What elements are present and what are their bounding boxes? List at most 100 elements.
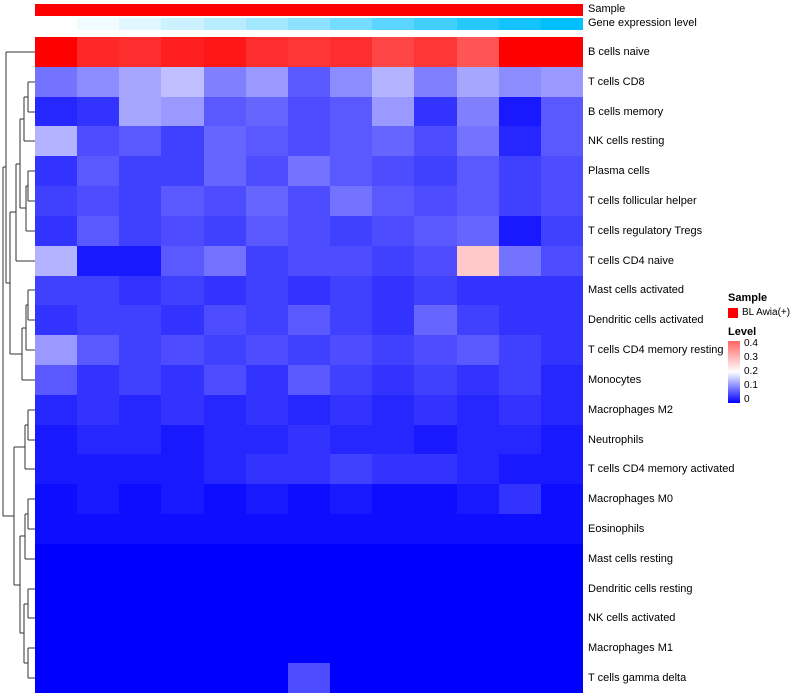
heatmap-cell (245, 156, 288, 187)
heatmap-cell (119, 96, 162, 127)
gene-expression-cell (456, 18, 499, 30)
heatmap-cell (498, 454, 541, 485)
heatmap-cell (287, 365, 331, 395)
heatmap-cell (540, 365, 583, 395)
heatmap-cell (287, 335, 331, 365)
heatmap-cell (161, 96, 204, 127)
heatmap-cell (414, 156, 457, 187)
heatmap-cell (35, 305, 78, 336)
heatmap-cell (35, 454, 78, 485)
heatmap-cell (35, 573, 78, 604)
heatmap-cell (245, 543, 288, 574)
level-colorbar (728, 341, 740, 403)
gene-expression-cell (203, 18, 246, 30)
heatmap-cell (372, 573, 415, 604)
heatmap-cell (161, 454, 204, 485)
heatmap-cell (287, 424, 331, 455)
row-label: T cells CD4 naive (588, 254, 674, 267)
row-label: B cells memory (588, 105, 664, 118)
sample-legend-label: BL Awia(+) (742, 307, 791, 318)
heatmap-cell (330, 156, 373, 187)
heatmap-cell (330, 394, 373, 425)
heatmap-cell (456, 424, 499, 455)
heatmap-cell (456, 37, 499, 67)
heatmap-cell (245, 633, 288, 664)
heatmap-cell (498, 603, 541, 634)
heatmap-cell (203, 66, 246, 97)
heatmap-cell (287, 305, 331, 336)
heatmap-cell (498, 66, 541, 97)
heatmap-cell (35, 633, 78, 664)
heatmap-cell (540, 96, 583, 127)
heatmap-cell (372, 365, 415, 395)
heatmap-cell (456, 633, 499, 664)
heatmap-cell (456, 96, 499, 127)
heatmap-cell (245, 365, 288, 395)
heatmap-cell (287, 663, 331, 693)
level-tick: 0.4 (744, 338, 758, 349)
heatmap-cell (287, 603, 331, 634)
heatmap-cell (77, 96, 120, 127)
heatmap-cell (540, 543, 583, 574)
heatmap-cell (498, 96, 541, 127)
heatmap-cell (119, 245, 162, 276)
heatmap-cell (372, 215, 415, 246)
heatmap-cell (77, 335, 120, 365)
heatmap-cell (161, 633, 204, 664)
heatmap-cell (203, 484, 246, 515)
gene-expression-cell (245, 18, 288, 30)
gene-expression-cell (161, 18, 204, 30)
heatmap-cell (119, 514, 162, 544)
heatmap-cell (287, 454, 331, 485)
heatmap-cell (287, 215, 331, 246)
heatmap-cell (77, 37, 120, 67)
heatmap-cell (35, 275, 78, 306)
heatmap-cell (161, 484, 204, 515)
heatmap-cell (161, 186, 204, 216)
heatmap-cell (330, 215, 373, 246)
heatmap-cell (287, 394, 331, 425)
heatmap-cell (456, 305, 499, 336)
gene-expression-cell (498, 18, 541, 30)
heatmap-cell (287, 245, 331, 276)
row-label: Plasma cells (588, 165, 650, 178)
heatmap-cell (77, 126, 120, 157)
heatmap-cell (245, 573, 288, 604)
heatmap-cell (372, 96, 415, 127)
heatmap-cell (414, 335, 457, 365)
row-label: Monocytes (588, 373, 642, 386)
heatmap-cell (330, 37, 373, 67)
heatmap-cell (161, 663, 204, 693)
heatmap-cell (372, 305, 415, 336)
heatmap-cell (414, 543, 457, 574)
heatmap-cell (372, 543, 415, 574)
heatmap-cell (372, 424, 415, 455)
heatmap-grid (35, 37, 583, 693)
heatmap-cell (245, 186, 288, 216)
heatmap-cell (161, 215, 204, 246)
heatmap-cell (203, 335, 246, 365)
heatmap-cell (330, 275, 373, 306)
heatmap-cell (245, 275, 288, 306)
heatmap-cell (540, 603, 583, 634)
gene-expression-cell (414, 18, 457, 30)
heatmap-cell (287, 66, 331, 97)
heatmap-cell (540, 633, 583, 664)
row-label: Neutrophils (588, 433, 644, 446)
heatmap-cell (372, 156, 415, 187)
heatmap-cell (119, 335, 162, 365)
heatmap-cell (245, 663, 288, 693)
heatmap-cell (77, 633, 120, 664)
heatmap-cell (119, 454, 162, 485)
heatmap-cell (330, 335, 373, 365)
heatmap-cell (119, 305, 162, 336)
heatmap-cell (330, 245, 373, 276)
heatmap-cell (161, 66, 204, 97)
heatmap-cell (330, 66, 373, 97)
heatmap-cell (372, 484, 415, 515)
heatmap-cell (35, 37, 78, 67)
annotation-label-gene-expression: Gene expression level (588, 17, 697, 29)
heatmap-cell (119, 275, 162, 306)
heatmap-cell (540, 454, 583, 485)
